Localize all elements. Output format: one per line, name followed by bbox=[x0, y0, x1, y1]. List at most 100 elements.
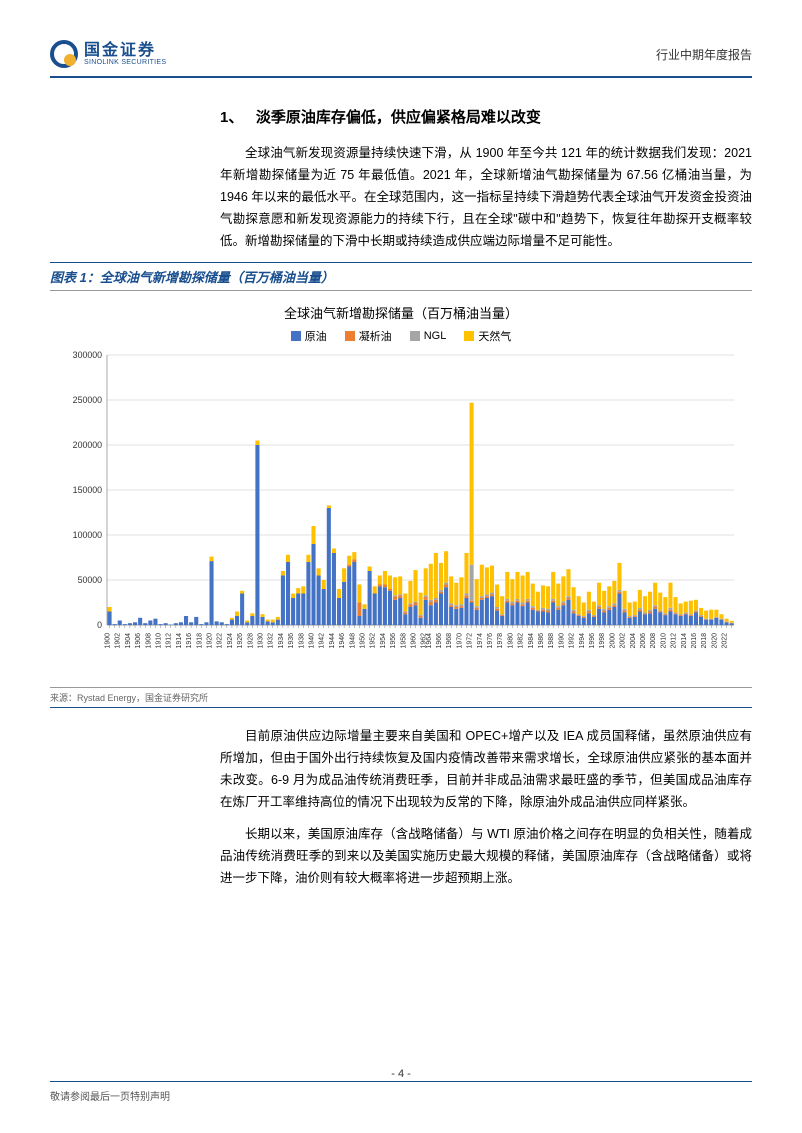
logo-text: 国金证券 SINOLINK SECURITIES bbox=[84, 43, 166, 66]
svg-text:2002: 2002 bbox=[620, 633, 627, 649]
svg-text:1920: 1920 bbox=[207, 633, 214, 649]
svg-text:2012: 2012 bbox=[671, 633, 678, 649]
svg-text:1940: 1940 bbox=[309, 633, 316, 649]
chart-source: 来源：Rystad Energy，国金证券研究所 bbox=[50, 687, 752, 708]
legend-gas-label: 天然气 bbox=[478, 328, 511, 344]
svg-text:1986: 1986 bbox=[538, 633, 545, 649]
legend-condensate: 凝析油 bbox=[345, 328, 392, 344]
svg-text:1900: 1900 bbox=[105, 633, 112, 649]
svg-text:1942: 1942 bbox=[319, 633, 326, 649]
svg-text:2008: 2008 bbox=[650, 633, 657, 649]
section-num: 1、 bbox=[220, 109, 243, 126]
svg-text:2000: 2000 bbox=[609, 633, 616, 649]
svg-text:150000: 150000 bbox=[73, 485, 102, 495]
svg-text:200000: 200000 bbox=[73, 440, 102, 450]
svg-text:1956: 1956 bbox=[390, 633, 397, 649]
logo: 国金证券 SINOLINK SECURITIES bbox=[50, 40, 166, 68]
section-title-text: 淡季原油库存偏低，供应偏紧格局难以改变 bbox=[256, 109, 541, 126]
legend-condensate-label: 凝析油 bbox=[359, 328, 392, 344]
svg-text:0: 0 bbox=[97, 620, 102, 630]
svg-text:1910: 1910 bbox=[156, 633, 163, 649]
section-heading: 1、 淡季原油库存偏低，供应偏紧格局难以改变 bbox=[220, 106, 752, 127]
paragraph-1: 全球油气新发现资源量持续快速下滑，从 1900 年至今共 121 年的统计数据我… bbox=[220, 143, 752, 252]
svg-text:1948: 1948 bbox=[349, 633, 356, 649]
svg-text:1918: 1918 bbox=[196, 633, 203, 649]
footer-disclaimer: 敬请参阅最后一页特别声明 bbox=[50, 1088, 170, 1103]
svg-text:1928: 1928 bbox=[247, 633, 254, 649]
svg-text:1922: 1922 bbox=[217, 633, 224, 649]
svg-text:1966: 1966 bbox=[436, 633, 443, 649]
svg-text:1932: 1932 bbox=[268, 633, 275, 649]
legend-crude: 原油 bbox=[291, 328, 327, 344]
svg-text:1908: 1908 bbox=[145, 633, 152, 649]
svg-text:1934: 1934 bbox=[278, 633, 285, 649]
svg-text:1998: 1998 bbox=[599, 633, 606, 649]
svg-text:1970: 1970 bbox=[456, 633, 463, 649]
svg-text:2020: 2020 bbox=[711, 633, 718, 649]
legend-ngl-label: NGL bbox=[424, 330, 447, 342]
svg-text:250000: 250000 bbox=[73, 395, 102, 405]
chart-legend: 原油 凝析油 NGL 天然气 bbox=[58, 328, 744, 344]
svg-text:1978: 1978 bbox=[497, 633, 504, 649]
legend-gas: 天然气 bbox=[464, 328, 511, 344]
legend-ngl: NGL bbox=[410, 328, 447, 344]
svg-text:1950: 1950 bbox=[360, 633, 367, 649]
chart-area: 全球油气新增勘探储量（百万桶油当量） 原油 凝析油 NGL 天然气 0 50000… bbox=[50, 295, 752, 687]
swatch-ngl bbox=[410, 331, 420, 341]
svg-text:1952: 1952 bbox=[370, 633, 377, 649]
page-footer: 敬请参阅最后一页特别声明 - 4 - bbox=[50, 1081, 752, 1103]
svg-text:1906: 1906 bbox=[135, 633, 142, 649]
chart-caption: 图表 1：全球油气新增勘探储量（百万桶油当量） bbox=[50, 262, 752, 291]
svg-text:1976: 1976 bbox=[487, 633, 494, 649]
svg-text:2004: 2004 bbox=[630, 633, 637, 649]
swatch-condensate bbox=[345, 331, 355, 341]
svg-text:1902: 1902 bbox=[115, 633, 122, 649]
chart-title: 全球油气新增勘探储量（百万桶油当量） bbox=[58, 303, 744, 322]
svg-text:1992: 1992 bbox=[569, 633, 576, 649]
svg-text:1926: 1926 bbox=[237, 633, 244, 649]
svg-text:1936: 1936 bbox=[288, 633, 295, 649]
svg-text:1938: 1938 bbox=[298, 633, 305, 649]
svg-text:1994: 1994 bbox=[579, 633, 586, 649]
svg-text:1904: 1904 bbox=[125, 633, 132, 649]
svg-text:2006: 2006 bbox=[640, 633, 647, 649]
svg-text:1972: 1972 bbox=[467, 633, 474, 649]
footer-page-num: - 4 - bbox=[391, 1068, 411, 1080]
svg-text:1968: 1968 bbox=[446, 633, 453, 649]
svg-text:50000: 50000 bbox=[78, 575, 103, 585]
paragraph-2: 目前原油供应边际增量主要来自美国和 OPEC+增产以及 IEA 成员国释储，虽然… bbox=[220, 726, 752, 814]
svg-text:1912: 1912 bbox=[166, 633, 173, 649]
logo-icon bbox=[50, 40, 78, 68]
svg-text:300000: 300000 bbox=[73, 350, 102, 360]
svg-text:1980: 1980 bbox=[507, 633, 514, 649]
svg-text:2014: 2014 bbox=[681, 633, 688, 649]
header-right: 行业中期年度报告 bbox=[656, 46, 752, 63]
svg-text:1916: 1916 bbox=[186, 633, 193, 649]
swatch-gas bbox=[464, 331, 474, 341]
page: 国金证券 SINOLINK SECURITIES 行业中期年度报告 1、 淡季原… bbox=[0, 0, 802, 1133]
svg-text:100000: 100000 bbox=[73, 530, 102, 540]
swatch-crude bbox=[291, 331, 301, 341]
svg-text:1974: 1974 bbox=[477, 633, 484, 649]
svg-text:1914: 1914 bbox=[176, 633, 183, 649]
svg-text:1924: 1924 bbox=[227, 633, 234, 649]
logo-cn: 国金证券 bbox=[84, 43, 166, 59]
svg-text:1990: 1990 bbox=[558, 633, 565, 649]
svg-text:2016: 2016 bbox=[691, 633, 698, 649]
svg-text:1988: 1988 bbox=[548, 633, 555, 649]
paragraph-3: 长期以来，美国原油库存（含战略储备）与 WTI 原油价格之间存在明显的负相关性，… bbox=[220, 824, 752, 890]
svg-text:1982: 1982 bbox=[518, 633, 525, 649]
logo-en: SINOLINK SECURITIES bbox=[84, 59, 166, 66]
svg-text:1944: 1944 bbox=[329, 633, 336, 649]
svg-text:2022: 2022 bbox=[722, 633, 729, 649]
legend-crude-label: 原油 bbox=[305, 328, 327, 344]
svg-text:2010: 2010 bbox=[660, 633, 667, 649]
chart-svg: 0 50000 100000 150000 200000 250000 300000 1900… bbox=[58, 350, 744, 680]
svg-text:2018: 2018 bbox=[701, 633, 708, 649]
page-header: 国金证券 SINOLINK SECURITIES 行业中期年度报告 bbox=[50, 40, 752, 78]
svg-text:1954: 1954 bbox=[380, 633, 387, 649]
svg-text:1964: 1964 bbox=[426, 633, 433, 649]
svg-text:1930: 1930 bbox=[258, 633, 265, 649]
svg-text:1984: 1984 bbox=[528, 633, 535, 649]
svg-text:1958: 1958 bbox=[400, 633, 407, 649]
